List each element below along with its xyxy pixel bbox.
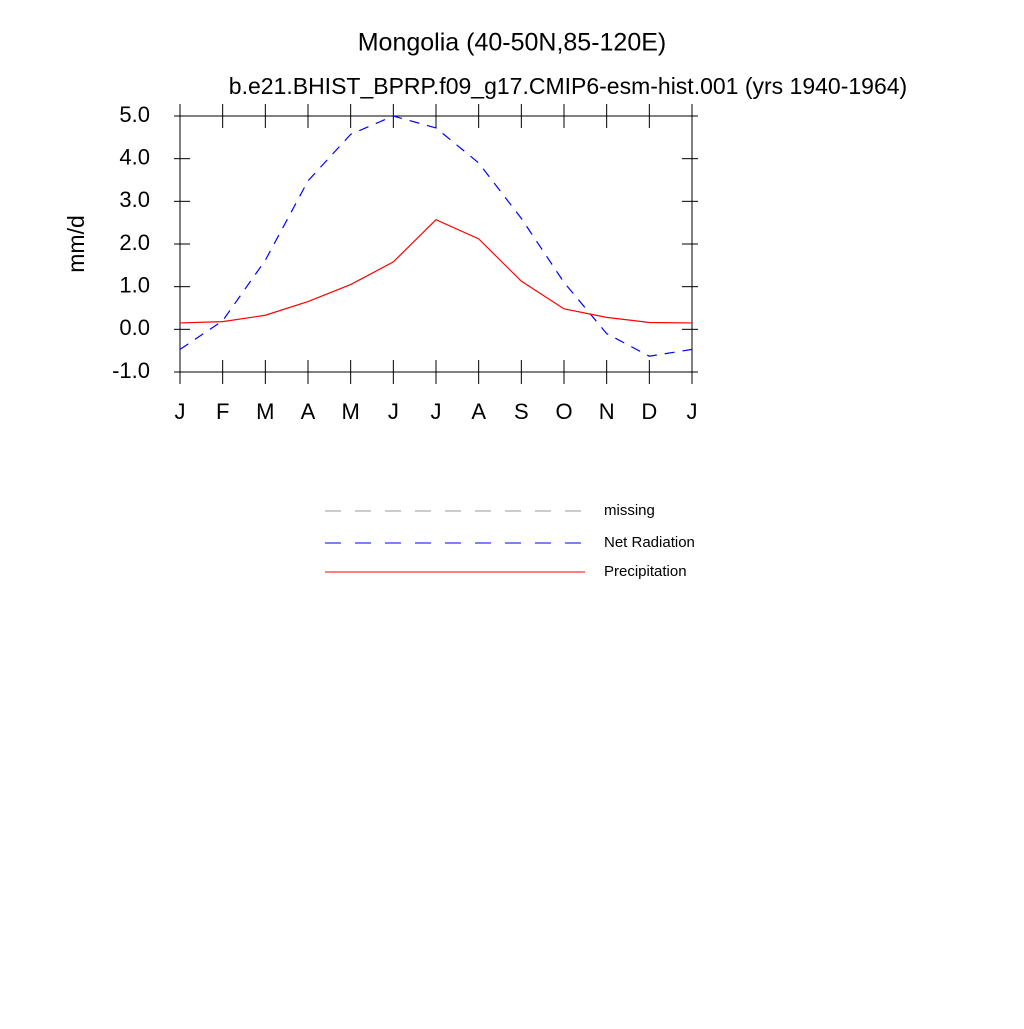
x-tick-label: O	[555, 399, 572, 424]
series-line	[179, 115, 693, 357]
legend-label: missing	[604, 502, 655, 519]
x-tick-label: F	[216, 399, 229, 424]
x-tick-label: J	[687, 399, 698, 424]
y-tick-label: -1.0	[112, 358, 150, 383]
chart-subtitle: b.e21.BHIST_BPRP.f09_g17.CMIP6-esm-hist.…	[229, 73, 907, 99]
y-tick-label: 5.0	[119, 102, 150, 127]
x-tick-label: J	[175, 399, 186, 424]
x-tick-label: S	[514, 399, 529, 424]
x-tick-label: N	[599, 399, 615, 424]
x-tick-label: J	[431, 399, 442, 424]
x-tick-label: A	[471, 399, 486, 424]
y-tick-label: 4.0	[119, 144, 150, 169]
x-tick-label: M	[256, 399, 274, 424]
plot-frame	[179, 115, 693, 373]
legend-label: Net Radiation	[604, 534, 695, 551]
chart-title: Mongolia (40-50N,85-120E)	[358, 29, 667, 57]
x-tick-label: M	[342, 399, 360, 424]
y-tick-label: 2.0	[119, 230, 150, 255]
y-tick-label: 1.0	[119, 272, 150, 297]
y-tick-label: 3.0	[119, 187, 150, 212]
y-axis-label: mm/d	[63, 215, 89, 273]
x-tick-label: D	[641, 399, 657, 424]
x-tick-label: A	[301, 399, 316, 424]
series-line	[179, 218, 693, 324]
legend-label: Precipitation	[604, 563, 687, 580]
x-tick-label: J	[388, 399, 399, 424]
y-tick-label: 0.0	[119, 315, 150, 340]
